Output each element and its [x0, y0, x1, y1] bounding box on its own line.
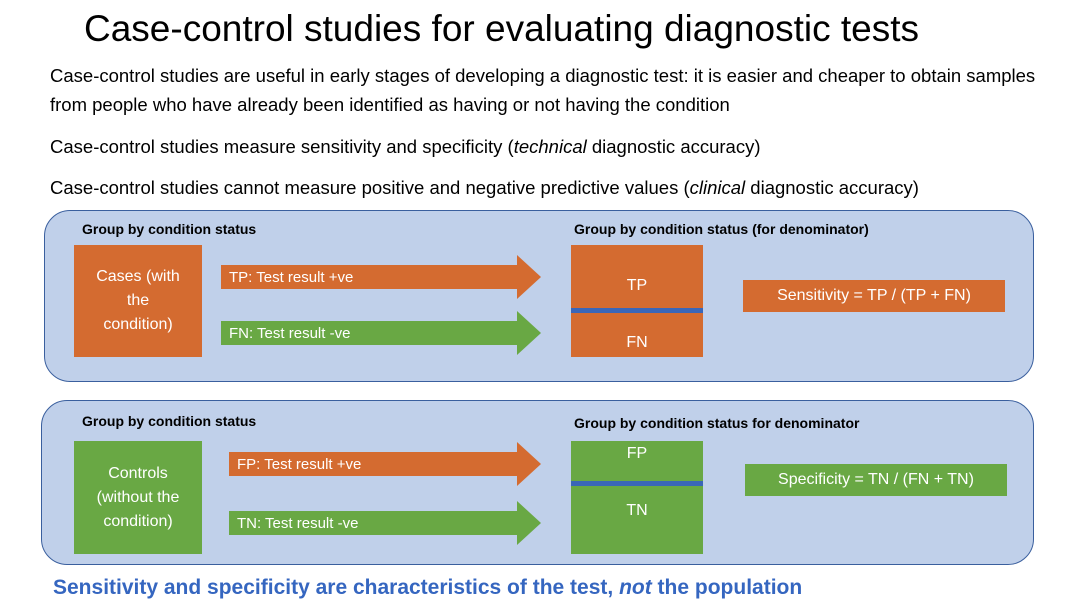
footer-text: the population — [651, 576, 803, 599]
tn-arrow-label: TN: Test result -ve — [229, 511, 517, 535]
tp-arrow-label: TP: Test result +ve — [221, 265, 517, 289]
stack-fp-label: FP — [626, 445, 648, 462]
controls-group-box: Controls (without the condition) — [74, 441, 202, 554]
bullet-text: Case-control studies cannot measure posi… — [50, 177, 690, 198]
specificity-formula: Specificity = TN / (FN + TN) — [745, 464, 1007, 496]
bullet-cannot-measure-predictive: Case-control studies cannot measure posi… — [50, 173, 919, 202]
stack-tn-label: TN — [626, 502, 648, 519]
footer-text: Sensitivity and specificity are characte… — [53, 576, 620, 599]
bullet-text: diagnostic accuracy) — [745, 177, 919, 198]
tn-arrow: TN: Test result -ve — [229, 501, 541, 545]
fn-arrow-label: FN: Test result -ve — [221, 321, 517, 345]
bullet-text: diagnostic accuracy) — [586, 136, 761, 157]
footer-statement: Sensitivity and specificity are characte… — [53, 576, 802, 600]
fn-arrow: FN: Test result -ve — [221, 311, 541, 355]
fp-arrow: FP: Test result +ve — [229, 442, 541, 486]
bullet-measures-sensitivity: Case-control studies measure sensitivity… — [50, 132, 761, 161]
tp-arrow: TP: Test result +ve — [221, 255, 541, 299]
bullet-text: Case-control studies measure sensitivity… — [50, 136, 514, 157]
controls-stack-divider — [571, 481, 703, 486]
cases-stack-divider — [571, 308, 703, 313]
bullet-emphasis: clinical — [689, 177, 746, 198]
footer-emphasis: not — [619, 576, 652, 599]
cases-group-box: Cases (with the condition) — [74, 245, 202, 357]
controls-group-label: Controls (without the condition) — [96, 464, 180, 530]
fp-arrow-label: FP: Test result +ve — [229, 452, 517, 476]
bullet-emphasis: technical — [513, 136, 587, 157]
controls-right-header: Group by condition status for denominato… — [574, 415, 860, 431]
cases-left-header: Group by condition status — [82, 221, 257, 237]
cases-group-label: Cases (with the condition) — [96, 268, 180, 333]
controls-stack-box — [571, 441, 703, 554]
controls-left-header: Group by condition status — [82, 413, 257, 429]
arrow-head — [517, 442, 541, 486]
stack-tp-label: TP — [626, 277, 648, 294]
stack-fn-label: FN — [626, 334, 648, 351]
slide-title: Case-control studies for evaluating diag… — [84, 8, 919, 49]
cases-stack-box — [571, 245, 703, 357]
bullet-case-control-usefulness: Case-control studies are useful in early… — [50, 65, 1036, 115]
arrow-head — [517, 501, 541, 545]
arrow-head — [517, 255, 541, 299]
cases-right-header: Group by condition status (for denominat… — [574, 221, 869, 237]
arrow-head — [517, 311, 541, 355]
sensitivity-formula: Sensitivity = TP / (TP + FN) — [743, 280, 1005, 312]
